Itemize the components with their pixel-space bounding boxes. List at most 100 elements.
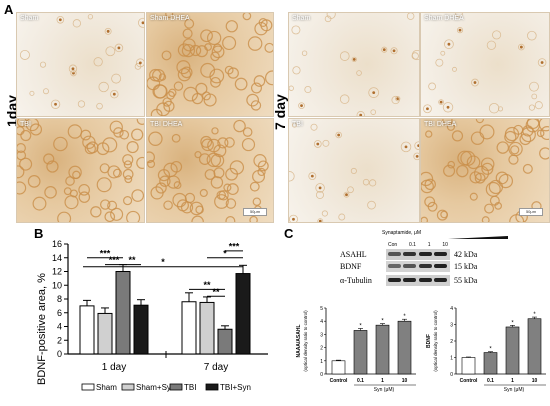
neuron-cell [111,73,122,84]
neuron-cell [107,200,118,211]
neuron-cell [518,43,525,51]
neuron-cell [356,111,365,116]
scale-bar: 50μm [243,208,267,216]
neuron-cell [347,186,354,194]
stained-cell [382,48,386,52]
neuron-cell [226,183,239,196]
neuron-cell [481,162,494,175]
stained-cell [141,21,144,25]
stained-cell [352,57,356,61]
legend-swatch [81,383,95,391]
neuron-cell [57,211,72,222]
western-blot: Synaptamide, μM Con 0.1 1 10 ASAHL BDNF … [312,230,550,290]
neuron-cell [177,43,192,57]
neuron-cell [520,127,536,143]
neuron-cell [176,60,191,75]
neuron-cell [200,135,213,148]
neuron-cell [351,56,357,63]
stained-cell [316,142,320,146]
neuron-cell [368,87,380,98]
neuron-cell [536,129,545,138]
neuron-cell [291,122,297,128]
neuron-cell [538,119,549,132]
neuron-cell [210,153,225,168]
neuron-cell [539,147,549,160]
neuron-cell [131,128,144,141]
bar [461,357,476,375]
significance-label: ** [203,280,211,290]
neuron-cell [310,123,318,131]
neuron-cell [522,125,534,137]
neuron-cell [406,13,415,20]
kda-label: 42 kDa [454,250,478,259]
neuron-cell [339,94,350,104]
legend-label: TBI+Syn [220,383,251,392]
neuron-cell [436,209,448,221]
neuron-cell [20,129,32,142]
lane-label: Con [388,242,398,248]
neuron-cell [84,143,96,155]
neuron-cell [105,46,116,57]
neuron-cell [65,176,75,186]
neuron-cell [498,173,514,189]
legend-label: Sham+Syn [136,383,175,392]
tile-label: TBI DHEA [150,121,183,128]
neuron-cell [195,45,208,58]
stained-cell [417,144,419,148]
neuron-cell [488,103,500,114]
neuron-cell [427,201,438,212]
y-tick-label: 5 [320,306,323,312]
neuron-cell [82,135,96,150]
bar [397,320,412,375]
neuron-cell [381,46,388,53]
neuron-cell [260,19,273,32]
neuron-cell [224,65,234,75]
neuron-cell [225,198,237,209]
neuron-cell [122,154,134,166]
neuron-cell [411,52,419,60]
neuron-cell [356,70,362,76]
neuron-cell [338,213,346,221]
neuron-cell [110,89,119,99]
neuron-cell [114,43,124,53]
neuron-cell [489,195,500,206]
bar [505,326,520,375]
neuron-cell [195,82,208,95]
neuron-cell [527,30,537,41]
neuron-cell [242,127,253,137]
bar [181,301,197,355]
neuron-cell [253,154,267,168]
y-axis-label: BDNF [426,334,432,348]
neuron-cell [104,27,112,35]
neuron-cell [390,47,398,55]
significance-label: * [403,314,406,320]
stained-cell [392,49,396,53]
stained-cell [310,174,314,178]
neuron-cell [227,67,239,79]
stained-cell [447,42,451,46]
neuron-cell [442,119,453,126]
x-tick-label: 7 day [204,362,228,373]
protein-label: α-Tubulin [340,276,372,285]
tile-label: Sham [292,15,311,22]
neuron-cell [19,157,33,171]
stained-cell [540,61,544,64]
neuron-cell [322,139,330,147]
x-tick-label: 0.1 [357,378,364,384]
panel-letter-b: B [34,226,44,241]
neuron-cell [184,18,195,29]
stained-cell [71,67,75,71]
neuron-cell [123,196,133,206]
micrograph-tile: TBI [16,118,145,223]
significance-label: * [489,347,492,353]
neuron-cell [496,141,510,154]
neuron-cell [391,95,400,105]
neuron-cell [519,133,532,146]
neuron-cell [209,68,225,84]
y-tick-label: 2 [450,339,453,345]
neuron-cell [486,40,497,50]
neuron-cell [182,28,193,39]
neuron-cell [423,104,432,114]
neuron-cell [210,51,220,62]
